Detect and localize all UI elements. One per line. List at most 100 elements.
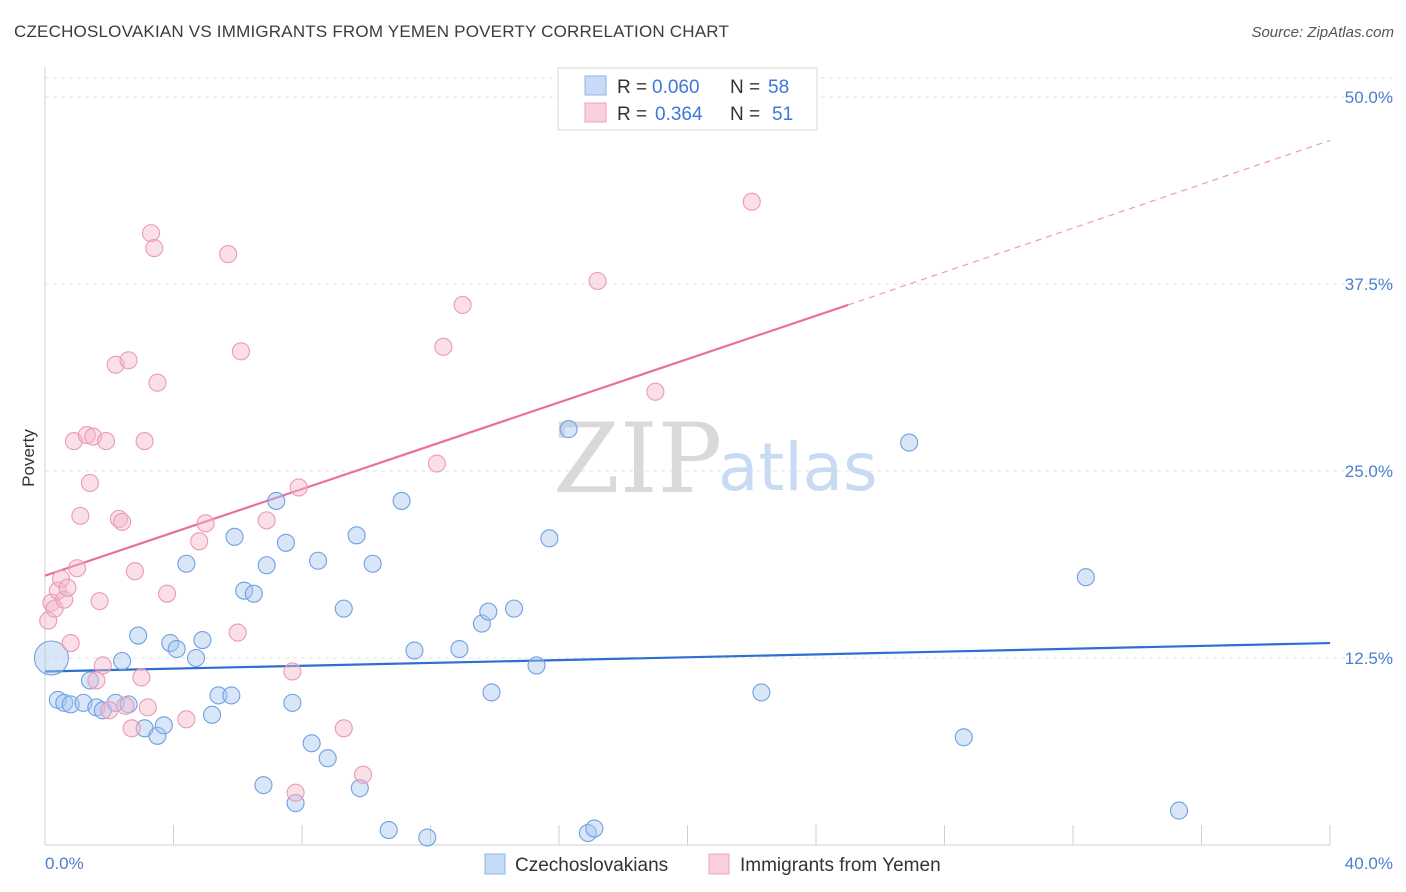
point-czechoslovakians <box>254 776 273 795</box>
point-czechoslovakians <box>193 630 212 650</box>
point-yemen <box>109 509 128 528</box>
trend-line-yemen <box>44 303 849 577</box>
point-czechoslovakians <box>363 554 382 573</box>
y-tick-label: 50.0% <box>1345 88 1393 107</box>
point-yemen <box>61 633 80 653</box>
point-yemen <box>68 559 87 578</box>
point-czechoslovakians <box>244 584 263 603</box>
point-yemen <box>427 454 446 473</box>
point-czechoslovakians <box>585 819 604 838</box>
series-legend: Czechoslovakians Immigrants from Yemen <box>484 853 941 876</box>
point-czechoslovakians <box>55 693 74 712</box>
point-czechoslovakians <box>186 648 206 668</box>
gridlines <box>45 77 1394 659</box>
legend-n-value-2: 51 <box>772 104 793 125</box>
point-czechoslovakians <box>504 599 524 618</box>
legend-r-value-2: 0.364 <box>655 104 703 125</box>
point-yemen <box>93 656 112 675</box>
data-points <box>33 192 1189 847</box>
source-label: Source: ZipAtlas.com <box>1251 24 1394 41</box>
point-czechoslovakians <box>267 491 286 510</box>
point-yemen <box>158 584 177 603</box>
point-czechoslovakians <box>900 433 919 452</box>
point-czechoslovakians <box>177 554 196 573</box>
point-yemen <box>138 698 157 717</box>
point-yemen <box>125 562 144 581</box>
legend-swatch-czechoslovakians <box>584 75 607 96</box>
point-yemen <box>52 569 71 588</box>
point-yemen <box>257 511 276 530</box>
point-yemen <box>283 662 302 681</box>
point-yemen <box>231 342 251 361</box>
point-yemen <box>58 578 77 597</box>
point-czechoslovakians <box>209 686 228 705</box>
point-yemen <box>55 590 74 609</box>
bottom-legend-label-czechoslovakians: Czechoslovakians <box>515 855 668 876</box>
point-yemen <box>286 783 305 802</box>
point-czechoslovakians <box>283 693 302 712</box>
point-czechoslovakians <box>148 726 167 745</box>
point-yemen <box>190 532 209 551</box>
y-tick-label: 12.5% <box>1345 649 1393 668</box>
point-yemen <box>100 701 119 720</box>
point-czechoslovakians <box>479 602 498 621</box>
point-czechoslovakians <box>225 527 244 546</box>
point-yemen <box>77 426 96 445</box>
legend-r-label-2: R = <box>617 104 647 125</box>
point-czechoslovakians <box>347 526 366 545</box>
point-yemen <box>71 506 90 525</box>
point-czechoslovakians <box>482 683 501 702</box>
point-yemen <box>434 337 453 356</box>
correlation-legend: R = 0.060 N = 58 R = 0.364 N = 51 <box>557 67 818 131</box>
point-yemen <box>588 271 607 291</box>
point-czechoslovakians <box>379 820 398 840</box>
point-yemen <box>122 719 141 738</box>
point-yemen <box>289 478 308 497</box>
point-czechoslovakians <box>405 641 424 660</box>
point-czechoslovakians <box>559 420 578 439</box>
point-czechoslovakians <box>257 556 276 575</box>
point-yemen <box>334 719 353 738</box>
tick-labels: 12.5% 25.0% 37.5% 50.0% 0.0% 40.0% <box>45 88 1393 873</box>
point-czechoslovakians <box>129 626 148 645</box>
point-czechoslovakians <box>954 728 973 747</box>
point-yemen <box>132 668 151 687</box>
point-czechoslovakians <box>222 686 241 705</box>
point-czechoslovakians <box>33 640 69 676</box>
y-axis-label: Poverty <box>19 429 38 487</box>
point-czechoslovakians <box>1076 568 1095 587</box>
point-yemen <box>148 373 167 392</box>
point-yemen <box>116 696 135 715</box>
x-tick-label-max: 40.0% <box>1345 854 1393 873</box>
point-yemen <box>353 765 373 784</box>
point-czechoslovakians <box>527 656 546 675</box>
point-yemen <box>742 192 761 211</box>
point-czechoslovakians <box>418 828 437 847</box>
point-czechoslovakians <box>752 683 771 702</box>
point-czechoslovakians <box>203 705 222 724</box>
legend-n-label-2: N = <box>730 104 760 125</box>
point-czechoslovakians <box>1169 801 1189 820</box>
point-czechoslovakians <box>167 639 186 659</box>
point-yemen <box>96 432 116 451</box>
legend-r-label-1: R = <box>617 77 647 98</box>
point-yemen <box>90 592 109 611</box>
point-yemen <box>135 432 154 451</box>
bottom-legend-swatch-yemen <box>708 853 730 875</box>
point-czechoslovakians <box>276 533 295 552</box>
point-czechoslovakians <box>540 529 559 548</box>
legend-r-value-1: 0.060 <box>652 77 700 98</box>
y-tick-label: 25.0% <box>1345 462 1393 481</box>
point-yemen <box>87 671 106 690</box>
point-czechoslovakians <box>450 639 469 659</box>
trend-line-czechoslovakians <box>44 641 1331 673</box>
axes <box>44 67 1331 846</box>
point-czechoslovakians <box>154 716 173 735</box>
bottom-legend-swatch-czechoslovakians <box>484 853 506 875</box>
point-czechoslovakians <box>286 794 305 813</box>
trend-extension-yemen <box>847 139 1331 306</box>
point-yemen <box>119 351 138 370</box>
watermark-zip: ZIP <box>553 403 722 515</box>
trend-lines <box>44 139 1331 673</box>
